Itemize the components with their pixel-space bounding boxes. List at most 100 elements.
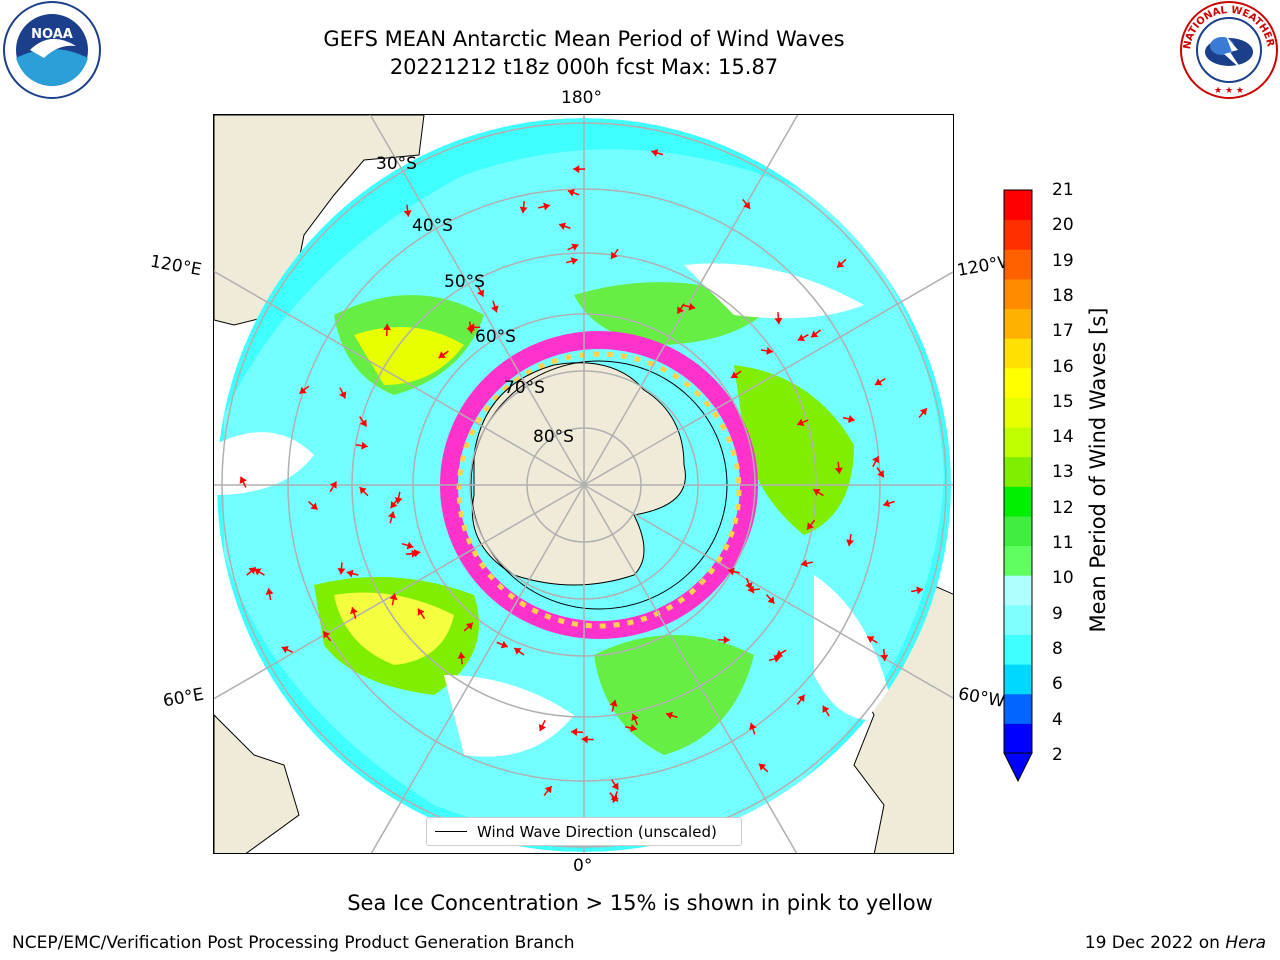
land-australia xyxy=(214,115,425,326)
noaa-logo-text: NOAA xyxy=(31,27,73,42)
wave-arrow-head xyxy=(797,418,805,427)
lat-label-60s: 60°S xyxy=(475,327,516,347)
colorbar-tick-label: 12 xyxy=(1052,497,1074,518)
wave-arrow-head xyxy=(688,302,696,311)
chart-title: GEFS MEAN Antarctic Mean Period of Wind … xyxy=(323,27,845,51)
colorbar-tick-label: 17 xyxy=(1052,321,1074,342)
meridian-line xyxy=(369,115,798,853)
wave-arrow-head xyxy=(745,582,753,590)
chart-subtitle-run-info: 20221212 t18z 000h fcst Max: 15.87 xyxy=(389,55,779,79)
lat-label-40s: 40°S xyxy=(412,216,453,236)
wave-arrow-head xyxy=(801,559,808,568)
wave-arrow-head xyxy=(239,476,247,484)
wave-arrow-head xyxy=(519,206,528,214)
colorbar-tick-label: 19 xyxy=(1052,250,1074,271)
wave-arrow-head xyxy=(767,596,775,604)
colorbar-tick-label: 16 xyxy=(1052,356,1074,377)
wave-arrow-head xyxy=(797,334,805,342)
wave-arrow-head xyxy=(773,654,781,663)
footer-host: Hera xyxy=(1225,933,1266,953)
map-legend: Wind Wave Direction (unscaled) xyxy=(426,817,742,846)
wave-arrow-head xyxy=(611,782,619,790)
wave-arrow-head xyxy=(457,652,466,659)
wave-arrow-head xyxy=(265,588,274,595)
colorbar-tick-label: 21 xyxy=(1052,180,1074,200)
wave-arrow-head xyxy=(339,391,347,399)
legend-label: Wind Wave Direction (unscaled) xyxy=(477,822,717,841)
wave-arrow-head xyxy=(749,723,757,731)
noaa-logo: NOAA xyxy=(3,1,101,99)
wave-arrow-head xyxy=(630,724,637,732)
colorbar-tick-label: 20 xyxy=(1052,215,1074,236)
colorbar-extend-arrow xyxy=(1003,752,1033,783)
colorbar-segment xyxy=(1004,219,1032,250)
wave-arrow-head xyxy=(807,522,814,530)
wave-arrow-head xyxy=(573,165,580,174)
colorbar-tick-label: 13 xyxy=(1052,462,1074,483)
colorbar-frame xyxy=(1003,189,1033,754)
wave-arrow-head xyxy=(571,243,579,251)
colorbar-segment xyxy=(1004,456,1032,487)
wave-arrow-head xyxy=(389,593,398,601)
wave-arrow-head xyxy=(609,699,618,707)
wave-arrow-head xyxy=(813,489,821,496)
wave-arrow-head xyxy=(846,539,854,546)
lat-label-30s: 30°S xyxy=(376,154,417,174)
wave-arrow-head xyxy=(491,305,499,313)
nws-logo: NATIONAL WEATHER SERVICE ★ ★ ★ xyxy=(1178,0,1278,99)
wave-arrow-head xyxy=(438,351,446,358)
wave-arrow-head xyxy=(323,631,331,639)
wave-arrow-head xyxy=(666,711,673,720)
wave-arrow-head xyxy=(811,330,819,338)
wave-arrow-head xyxy=(248,567,256,575)
wave-arrow-head xyxy=(350,607,358,615)
colorbar xyxy=(1003,189,1033,783)
lon-label-0: 0° xyxy=(573,856,593,876)
wave-arrow-head xyxy=(919,408,927,416)
colorbar-segment xyxy=(1004,397,1032,428)
colorbar-tick-label: 4 xyxy=(1052,709,1063,730)
colorbar-segment xyxy=(1004,604,1032,635)
colorbar-segment xyxy=(1004,575,1032,606)
wave-arrow-head xyxy=(406,541,414,550)
lon-label-60w: 60°W xyxy=(956,684,1007,712)
wave-arrow-head xyxy=(337,568,346,575)
colorbar-tick-label: 2 xyxy=(1052,744,1063,765)
wave-arrow-head xyxy=(677,306,685,314)
colorbar-segment xyxy=(1004,515,1032,547)
lon-label-120e: 120°E xyxy=(148,251,204,281)
colorbar-segment xyxy=(1004,634,1032,665)
colorbar-label: Mean Period of Wind Waves [s] xyxy=(1086,307,1110,633)
wave-arrow-head xyxy=(281,645,289,654)
footer-date-text: 19 Dec 2022 on xyxy=(1084,933,1226,953)
wave-direction-arrows xyxy=(239,149,928,803)
wave-arrow-head xyxy=(728,567,735,576)
lat-label-80s: 80°S xyxy=(533,427,574,447)
wave-arrow-head xyxy=(723,635,730,644)
wave-arrow-head xyxy=(822,705,830,713)
map-panel: 30°S 40°S 50°S 60°S 70°S 80°S xyxy=(213,114,954,854)
wave-arrow-head xyxy=(766,346,773,355)
colorbar-tick-label: 8 xyxy=(1052,638,1063,659)
colorbar-tick-label: 18 xyxy=(1052,285,1074,306)
wave-arrow-head xyxy=(383,323,391,331)
lon-label-180: 180° xyxy=(561,88,602,108)
wave-arrow-head xyxy=(538,723,547,732)
wave-arrow-head xyxy=(500,640,508,649)
wave-arrow-head xyxy=(310,502,318,510)
wave-arrow-head xyxy=(413,549,421,558)
legend-line-icon xyxy=(435,831,467,832)
colorbar-tick-label: 9 xyxy=(1052,603,1063,624)
colorbar-segment xyxy=(1004,278,1032,310)
wave-arrow-head xyxy=(731,371,739,379)
wave-arrow-head xyxy=(631,713,639,722)
wave-arrow-head xyxy=(361,441,368,450)
wave-arrow-head xyxy=(880,654,889,661)
footer-date: 19 Dec 2022 on Hera xyxy=(1085,933,1266,953)
wave-arrow-head xyxy=(394,497,403,504)
colorbar-segment xyxy=(1004,664,1032,695)
sea-ice-note: Sea Ice Concentration > 15% is shown in … xyxy=(347,891,933,915)
colorbar-segment xyxy=(1004,693,1032,724)
wave-arrow-head xyxy=(359,487,367,495)
wave-arrow-head xyxy=(797,694,805,703)
